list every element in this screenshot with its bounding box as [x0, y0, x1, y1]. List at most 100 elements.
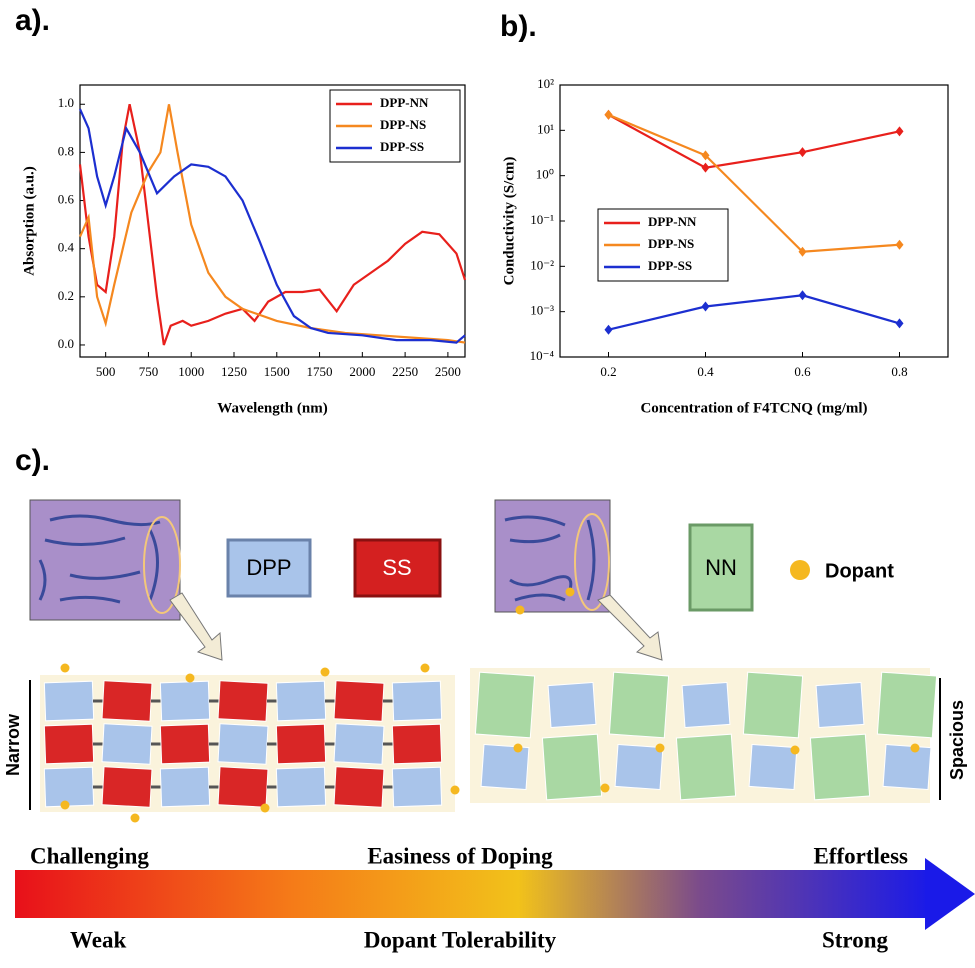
legend-label: DPP-SS — [648, 258, 692, 273]
y-tick-label: 10⁻⁴ — [530, 348, 555, 363]
y-tick-label: 1.0 — [58, 95, 74, 110]
marker — [701, 150, 710, 161]
dopant — [513, 743, 523, 753]
dopant — [515, 605, 525, 615]
lamella — [333, 766, 385, 808]
lamella — [474, 671, 536, 739]
dopant-dot — [790, 560, 810, 580]
marker — [798, 290, 807, 301]
lamella — [101, 766, 153, 808]
dopant — [790, 745, 800, 755]
chains — [38, 514, 161, 604]
x-tick-label: 500 — [96, 364, 116, 379]
block-label: DPP — [246, 555, 291, 580]
x-tick-label: 1500 — [264, 364, 290, 379]
y-tick-label: 10¹ — [537, 121, 554, 136]
diagram — [15, 499, 975, 930]
legend-label: DPP-NN — [648, 214, 697, 229]
lamella — [101, 680, 153, 722]
x-tick-label: 750 — [139, 364, 159, 379]
lamella — [614, 743, 664, 791]
series-line — [608, 294, 900, 331]
dopant — [320, 667, 330, 677]
dopant-label: Dopant — [825, 560, 894, 582]
lamella — [333, 723, 385, 765]
lamella — [480, 743, 530, 791]
lamella — [217, 680, 269, 722]
dopant — [450, 785, 460, 795]
lamella — [217, 766, 269, 808]
y-tick-label: 0.8 — [58, 143, 74, 158]
x-tick-label: 0.2 — [600, 364, 616, 379]
legend-label: DPP-NS — [648, 236, 694, 251]
panel-label: c). — [15, 444, 50, 477]
dopant — [60, 800, 70, 810]
dopant — [130, 813, 140, 823]
series-line — [607, 113, 900, 169]
lamella — [748, 743, 798, 791]
x-tick-label: 1250 — [221, 364, 247, 379]
marker — [895, 239, 904, 250]
scale-text: Strong — [822, 927, 889, 952]
lamella — [217, 723, 269, 765]
gradient-bar — [15, 870, 930, 918]
marker — [895, 126, 904, 137]
scale-text: Dopant Tolerability — [364, 927, 557, 952]
nn-block — [688, 523, 754, 612]
panel-label: a). — [15, 4, 50, 37]
dopant — [600, 783, 610, 793]
chains — [504, 515, 596, 602]
panel-label: b). — [500, 10, 537, 43]
y-axis-label: Absorption (a.u.) — [21, 166, 37, 276]
marker — [604, 324, 613, 335]
x-axis-label: Concentration of F4TCNQ (mg/ml) — [640, 400, 867, 416]
y-tick-label: 10² — [537, 76, 554, 91]
dopant — [655, 743, 665, 753]
dopant — [420, 663, 430, 673]
y-axis-label: Conductivity (S/cm) — [501, 157, 517, 286]
dpp-block — [226, 538, 312, 598]
dopant — [185, 673, 195, 683]
lamella — [391, 766, 443, 808]
scale-text: Weak — [70, 927, 126, 952]
marker — [604, 109, 613, 120]
narrow-label: Narrow — [3, 713, 23, 776]
marker — [798, 246, 807, 257]
lamella — [547, 681, 597, 729]
lamella — [809, 733, 871, 801]
spacious-label: Spacious — [947, 700, 967, 780]
dopant — [565, 587, 575, 597]
ellipse — [574, 513, 610, 611]
arrow — [597, 594, 663, 661]
lamella — [742, 671, 804, 739]
lamella — [43, 680, 95, 722]
y-tick-label: 10⁰ — [536, 167, 554, 182]
lamella — [391, 723, 443, 765]
x-tick-label: 2500 — [435, 364, 461, 379]
y-tick-label: 0.0 — [58, 336, 74, 351]
lamella — [681, 681, 731, 729]
lamella — [333, 680, 385, 722]
lamella — [675, 733, 737, 801]
lamella — [43, 766, 95, 808]
lamella — [159, 766, 211, 808]
lamella — [391, 680, 443, 722]
y-tick-label: 0.4 — [58, 240, 75, 255]
x-tick-label: 0.6 — [794, 364, 811, 379]
legend-label: DPP-SS — [380, 139, 424, 154]
block-label: NN — [705, 555, 737, 580]
legend-label: DPP-NS — [380, 117, 426, 132]
block-label: SS — [382, 555, 411, 580]
x-axis-label: Wavelength (nm) — [217, 400, 327, 416]
y-tick-label: 0.2 — [58, 288, 74, 303]
scale-text: Effortless — [813, 843, 908, 868]
lamella — [43, 723, 95, 765]
dopant — [910, 743, 920, 753]
marker — [895, 318, 904, 329]
y-tick-label: 10⁻¹ — [530, 212, 554, 227]
y-tick-label: 0.6 — [58, 192, 75, 207]
lamella — [275, 723, 327, 765]
series-line — [78, 108, 466, 344]
lamella — [275, 766, 327, 808]
